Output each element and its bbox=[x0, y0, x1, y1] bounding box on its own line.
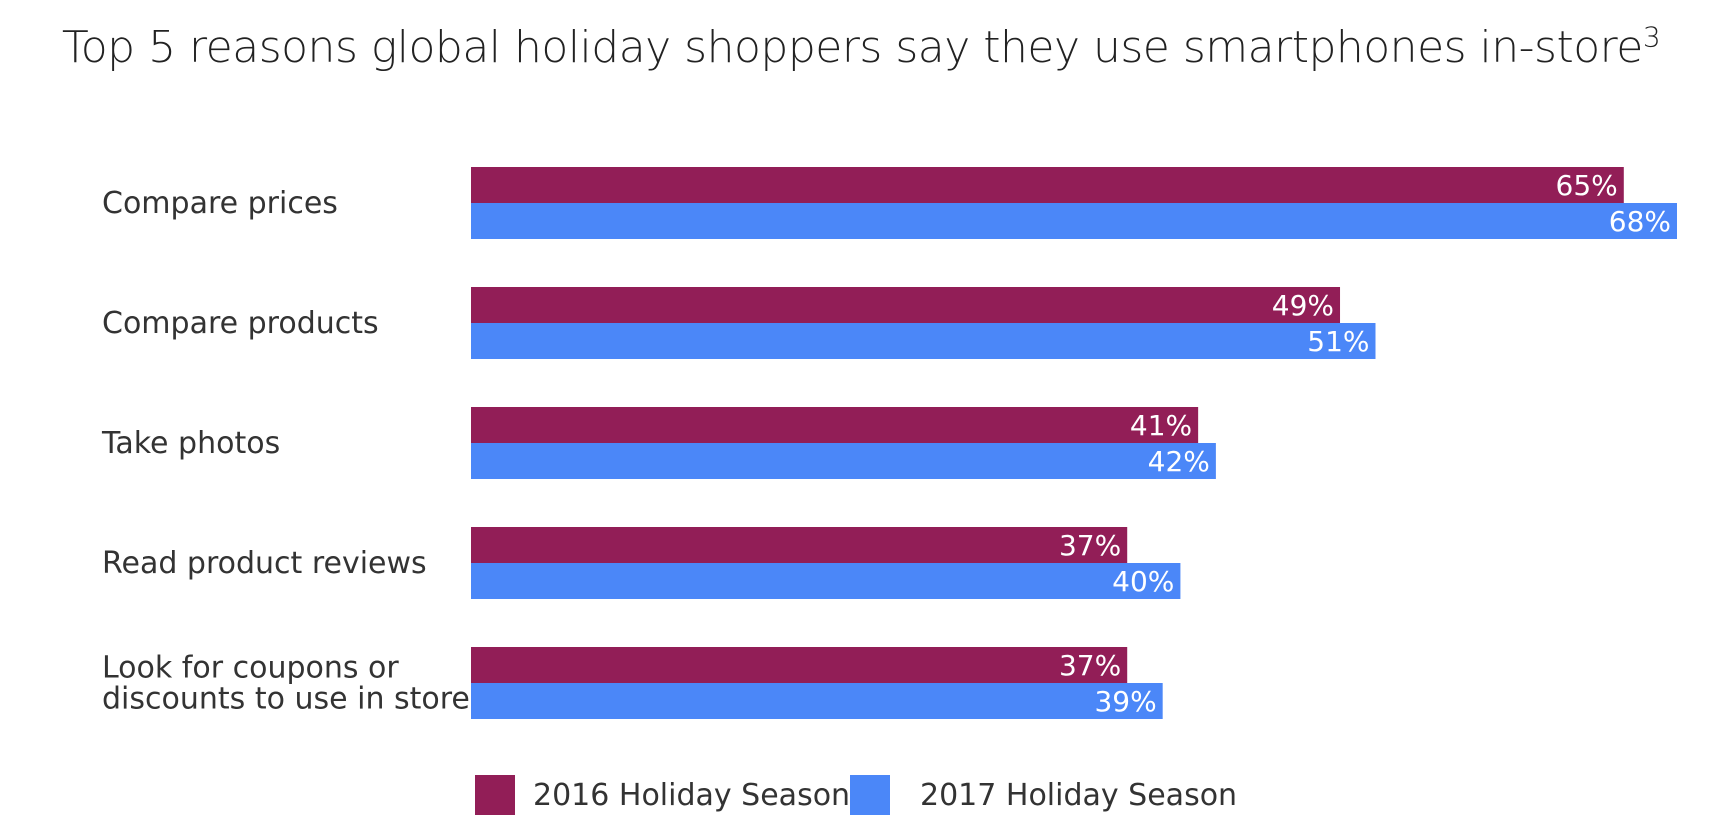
chart-title: Top 5 reasons global holiday shoppers sa… bbox=[0, 22, 1722, 73]
chart-title-text: Top 5 reasons global holiday shoppers sa… bbox=[61, 22, 1643, 73]
value-label: 37% bbox=[1059, 529, 1121, 562]
bar-2017-1 bbox=[471, 203, 1677, 239]
value-label: 40% bbox=[1112, 565, 1174, 598]
category-label: Look for coupons or bbox=[102, 651, 399, 686]
value-label: 68% bbox=[1609, 205, 1671, 238]
category-label: Read product reviews bbox=[102, 546, 427, 581]
bar-2016-1 bbox=[471, 167, 1624, 203]
bar-2016-3 bbox=[471, 407, 1199, 443]
legend-label: 2017 Holiday Season bbox=[920, 778, 1237, 813]
chart-title-footnote: 3 bbox=[1642, 20, 1661, 54]
value-label: 65% bbox=[1556, 169, 1618, 202]
value-label: 39% bbox=[1094, 685, 1156, 718]
value-label: 37% bbox=[1059, 649, 1121, 682]
legend-swatch bbox=[475, 775, 515, 815]
bars-layer: Compare prices 65%68% Compare products 49%5… bbox=[101, 167, 1677, 719]
bar-2017-2 bbox=[471, 323, 1376, 359]
value-label: 42% bbox=[1148, 445, 1210, 478]
category-label: Compare products bbox=[102, 306, 379, 341]
legend-swatch bbox=[850, 775, 890, 815]
bar-2017-5 bbox=[471, 683, 1163, 719]
value-label: 51% bbox=[1307, 325, 1369, 358]
bar-2016-4 bbox=[471, 527, 1128, 563]
bar-2016-5 bbox=[471, 647, 1128, 683]
bar-2017-3 bbox=[471, 443, 1216, 479]
value-label: 41% bbox=[1130, 409, 1192, 442]
legend-label: 2016 Holiday Season bbox=[533, 778, 850, 813]
category-label: Take photos bbox=[101, 426, 280, 461]
category-label: discounts to use in store bbox=[102, 682, 470, 717]
value-label: 49% bbox=[1272, 289, 1334, 322]
bar-2016-2 bbox=[471, 287, 1341, 323]
category-label: Compare prices bbox=[102, 186, 338, 221]
legend: 2016 Holiday Season 2017 Holiday Season bbox=[475, 775, 1237, 815]
bar-2017-4 bbox=[471, 563, 1181, 599]
